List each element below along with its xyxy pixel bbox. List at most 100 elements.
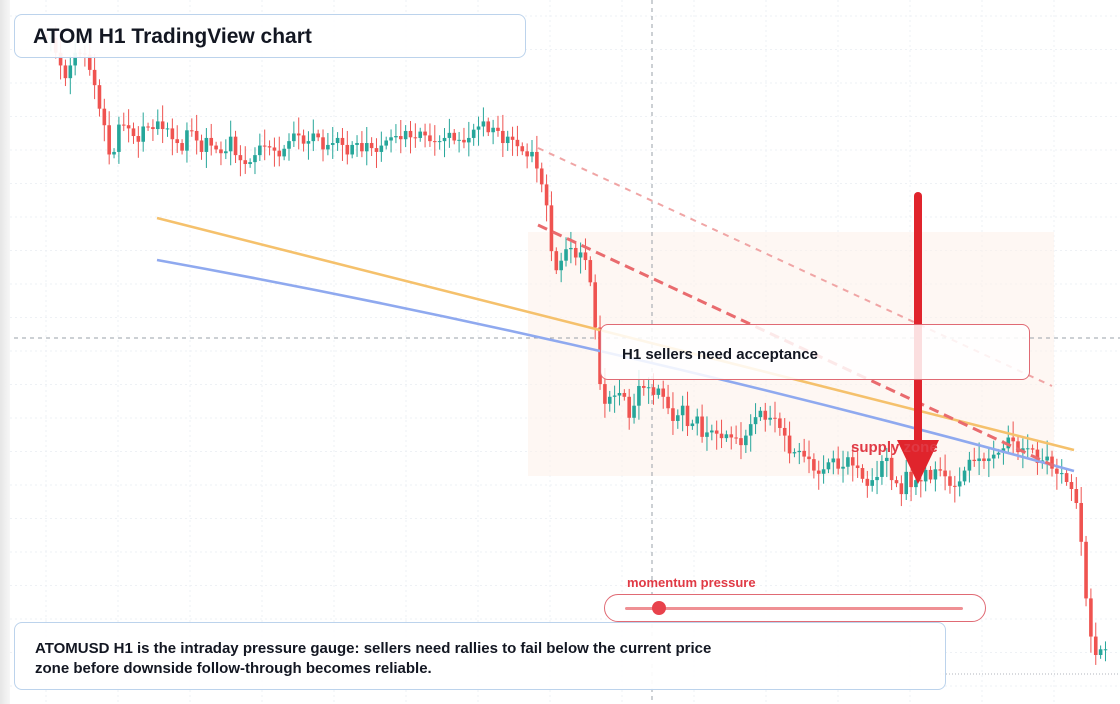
- candle: [734, 438, 738, 439]
- candle: [399, 136, 403, 139]
- candle: [341, 138, 345, 145]
- candle: [506, 137, 510, 143]
- candle: [1099, 649, 1103, 655]
- candle: [321, 137, 325, 149]
- candle: [720, 434, 724, 438]
- candle: [875, 477, 879, 480]
- candle: [200, 140, 204, 151]
- candle: [909, 472, 913, 487]
- candle: [239, 155, 243, 160]
- candle: [214, 146, 218, 150]
- candle: [841, 467, 845, 469]
- title-panel: ATOM H1 TradingView chart: [14, 14, 526, 58]
- gauge-knob[interactable]: [652, 601, 666, 615]
- candle: [608, 397, 612, 404]
- candle: [948, 476, 952, 486]
- candle: [817, 471, 821, 474]
- candle: [282, 149, 286, 157]
- candle: [963, 471, 967, 482]
- chart-title: ATOM H1 TradingView chart: [33, 25, 312, 49]
- candle: [156, 121, 160, 129]
- candle: [1094, 637, 1098, 655]
- candle: [151, 127, 155, 129]
- candle: [827, 462, 831, 469]
- callout-panel: H1 sellers need acceptance: [600, 324, 1030, 380]
- candle: [171, 128, 175, 139]
- candle: [389, 137, 393, 140]
- candle: [346, 145, 350, 155]
- candle: [141, 126, 145, 141]
- candle: [307, 141, 311, 144]
- candle: [1104, 649, 1108, 650]
- candle: [593, 282, 597, 327]
- candle: [384, 140, 388, 145]
- candle: [686, 406, 690, 426]
- candle: [637, 386, 641, 406]
- candle: [64, 65, 68, 78]
- candle: [525, 151, 529, 156]
- candle: [934, 469, 938, 479]
- candle: [997, 453, 1001, 455]
- candle: [185, 130, 189, 150]
- candle: [691, 424, 695, 427]
- candle: [302, 135, 306, 143]
- candle: [938, 469, 942, 470]
- candle: [1060, 473, 1064, 474]
- candle: [540, 168, 544, 184]
- candle: [122, 125, 126, 126]
- candle: [715, 431, 719, 434]
- candle: [943, 471, 947, 477]
- candle: [297, 133, 301, 135]
- candle: [418, 132, 422, 138]
- candle: [132, 128, 136, 136]
- candle: [1011, 438, 1015, 442]
- candle: [632, 406, 636, 418]
- candle: [968, 460, 972, 471]
- candle: [209, 138, 213, 146]
- candle: [676, 415, 680, 421]
- candle: [768, 418, 772, 420]
- candle: [725, 434, 729, 438]
- chart-left-edge: [0, 0, 10, 704]
- candle: [409, 131, 413, 137]
- candle: [516, 140, 520, 146]
- candle: [793, 452, 797, 453]
- candle: [258, 146, 262, 156]
- candle: [166, 128, 170, 129]
- candle: [112, 152, 116, 155]
- candle: [953, 486, 957, 487]
- candle: [292, 133, 296, 141]
- candle: [1031, 448, 1035, 449]
- candle: [895, 480, 899, 483]
- candle: [180, 143, 184, 151]
- candle: [744, 436, 748, 446]
- callout-text: H1 sellers need acceptance: [622, 346, 818, 363]
- candle: [623, 393, 627, 397]
- candle: [535, 152, 539, 169]
- candle: [778, 418, 782, 428]
- candle: [287, 141, 291, 149]
- candle: [331, 143, 335, 145]
- candle: [472, 130, 476, 138]
- candle: [438, 141, 442, 142]
- candle: [117, 125, 121, 152]
- candle: [380, 146, 384, 152]
- candle: [924, 470, 928, 481]
- candle: [175, 139, 179, 143]
- candle: [234, 137, 238, 155]
- candle: [647, 387, 651, 388]
- candle: [559, 261, 563, 271]
- candle: [574, 248, 578, 258]
- candle: [365, 143, 369, 151]
- candle: [69, 65, 73, 78]
- candle: [545, 184, 549, 205]
- candle: [1084, 542, 1088, 599]
- candle: [652, 387, 656, 395]
- candle: [161, 121, 165, 129]
- candle: [929, 470, 933, 480]
- candle: [1075, 489, 1079, 503]
- candle: [433, 141, 437, 142]
- candle: [550, 205, 554, 251]
- momentum-gauge: [604, 594, 986, 622]
- candle: [355, 143, 359, 145]
